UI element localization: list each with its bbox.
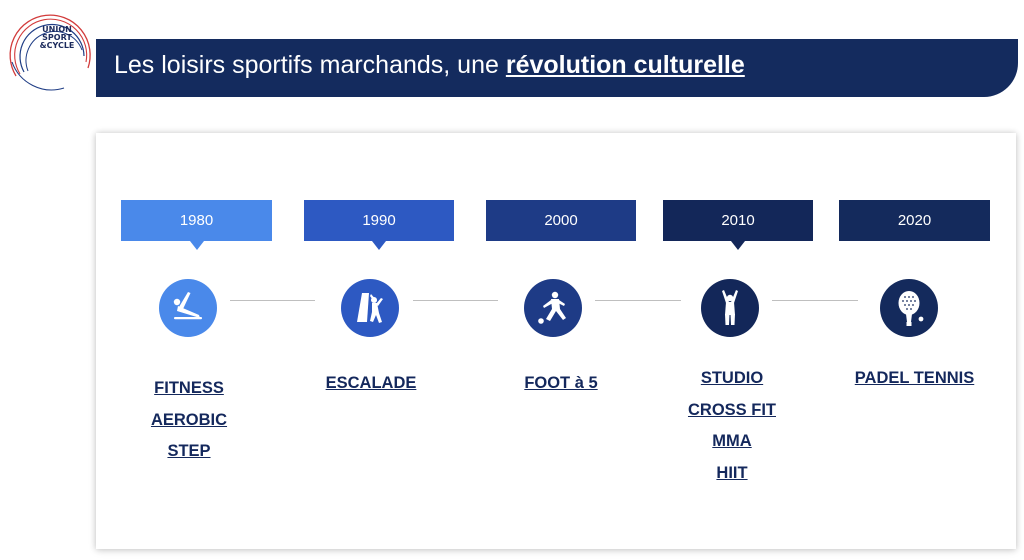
logo-rings-icon [9,14,91,91]
logo-line: &CYCLE [39,41,75,50]
year-label: 2020 [897,212,932,229]
timeline-connector [595,300,681,301]
logo-line: UNION [42,25,72,34]
pointer-arrow [731,241,745,250]
title-banner: Les loisirs sportifs marchands, une révo… [96,39,1018,97]
fitness-icon-circle [159,279,217,337]
pointer-arrow [189,241,204,250]
climbing-icon-circle [341,279,399,337]
year-box-1990: 1990 [304,200,454,250]
activities-2010: STUDIO CROSS FIT MMA HIIT [672,363,792,489]
activities-2000: FOOT à 5 [501,368,621,400]
workout-icon [722,290,738,325]
football-icon [538,291,566,324]
title-highlight-text: révolution culturelle [505,51,745,79]
activity-link-cross-fit[interactable]: CROSS FIT [687,400,776,419]
title-plain-text: Les loisirs sportifs marchands, une [114,51,506,79]
activity-link-step[interactable]: STEP [167,442,211,460]
workout-icon-circle [701,279,759,337]
year-box-2020: 2020 [839,200,990,241]
climbing-icon [357,293,383,323]
year-box-1980: 1980 [121,200,272,250]
timeline-connector [413,300,498,301]
year-label: 2000 [544,212,578,229]
pointer-arrow [372,241,386,250]
activity-link-aerobic[interactable]: AEROBIC [150,410,228,429]
activity-link-escalade[interactable]: ESCALADE [325,374,417,392]
year-label: 1990 [362,212,396,229]
year-label: 2010 [721,212,755,229]
year-box-2000: 2000 [486,200,636,241]
activities-2020: PADEL TENNIS [839,363,990,395]
timeline-connector [772,300,858,301]
timeline-connector [230,300,315,301]
activity-link-mma[interactable]: MMA [712,432,752,450]
activity-link-padel-tennis[interactable]: PADEL TENNIS [854,369,975,387]
year-box-2010: 2010 [663,200,813,250]
activity-link-studio[interactable]: STUDIO [700,369,764,387]
logo-wordmark: UNION SPORT &CYCLE [34,26,80,50]
logo-line: SPORT [42,33,72,42]
activity-link-fitness[interactable]: FITNESS [154,379,224,397]
page-title: Les loisirs sportifs marchands, une révo… [114,51,745,80]
activity-link-foot-a-5[interactable]: FOOT à 5 [524,374,598,392]
activity-link-hiit[interactable]: HIIT [716,463,748,482]
padel-racket-icon [898,291,924,326]
activities-1990: ESCALADE [311,368,431,400]
activities-1980: FITNESS AEROBIC STEP [139,373,239,468]
football-icon-circle [524,279,582,337]
year-label: 1980 [179,212,214,229]
fitness-icon [173,292,202,320]
padel-icon-circle [880,279,938,337]
union-sport-cycle-logo: UNION SPORT &CYCLE [4,2,104,98]
timeline-card [96,133,1016,549]
